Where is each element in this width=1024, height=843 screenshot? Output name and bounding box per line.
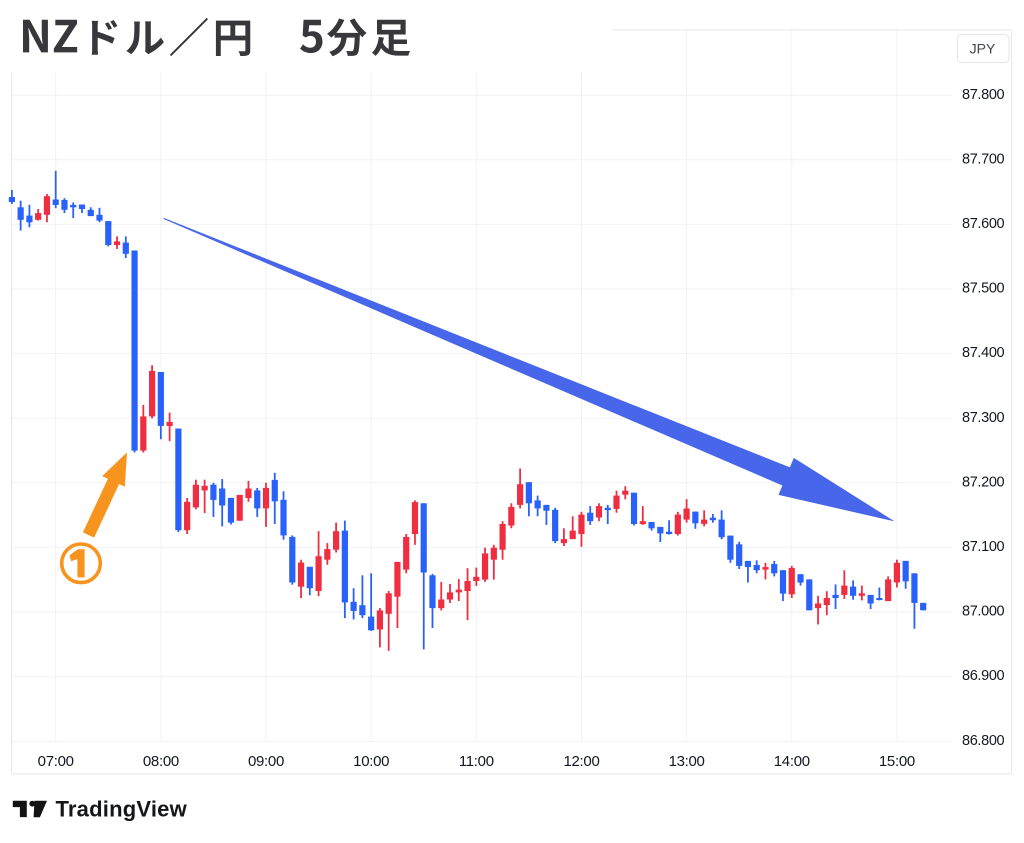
svg-text:87.300: 87.300: [962, 410, 1005, 426]
svg-text:08:00: 08:00: [143, 753, 179, 770]
svg-text:87.500: 87.500: [962, 281, 1005, 297]
svg-text:12:00: 12:00: [563, 753, 599, 770]
svg-text:JPY: JPY: [970, 41, 996, 57]
svg-text:86.900: 86.900: [962, 668, 1005, 684]
svg-text:15:00: 15:00: [879, 753, 915, 770]
svg-text:09:00: 09:00: [248, 753, 284, 770]
svg-text:13:00: 13:00: [669, 753, 705, 770]
svg-text:10:00: 10:00: [353, 753, 389, 770]
svg-text:11:00: 11:00: [459, 753, 494, 770]
svg-text:87.400: 87.400: [962, 345, 1005, 361]
svg-text:87.800: 87.800: [962, 87, 1005, 103]
svg-text:07:00: 07:00: [38, 753, 74, 770]
svg-text:86.800: 86.800: [962, 733, 1005, 749]
svg-text:87.200: 87.200: [962, 474, 1005, 490]
svg-text:TradingView: TradingView: [56, 797, 188, 822]
svg-text:87.100: 87.100: [962, 539, 1005, 555]
svg-text:14:00: 14:00: [774, 753, 810, 770]
svg-text:87.600: 87.600: [962, 216, 1005, 232]
svg-text:87.700: 87.700: [962, 151, 1005, 167]
svg-text:87.000: 87.000: [962, 604, 1005, 620]
